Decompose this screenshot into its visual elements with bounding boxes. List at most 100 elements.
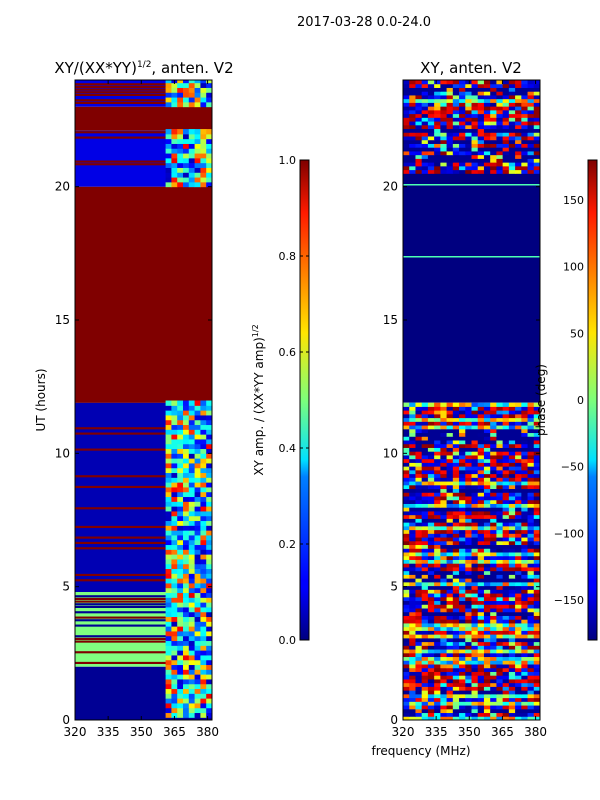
xtick-label: 320: [64, 725, 87, 739]
panel2-noise-cell: [459, 656, 466, 661]
panel1-noise-cell: [182, 87, 190, 93]
panel2-noise-cell: [440, 402, 448, 407]
panel2-noise-cell: [508, 615, 516, 620]
panel2-noise-cell: [403, 563, 410, 568]
panel2-noise-cell: [477, 154, 485, 159]
panel2-noise-cell: [459, 522, 466, 527]
panel1-noise-cell: [200, 587, 207, 594]
panel2-noise-cell: [496, 522, 504, 527]
panel2-noise-cell: [427, 581, 435, 587]
panel2-noise-cell: [440, 454, 448, 460]
panel2-noise-cell: [490, 402, 497, 407]
panel1-noise-cell: [177, 177, 184, 183]
panel2-noise-cell: [409, 458, 416, 463]
panel2-noise-cell: [465, 462, 472, 467]
panel1-noise-cell: [194, 698, 201, 704]
panel2-noise-cell: [533, 410, 540, 415]
panel2-heatmap: [403, 80, 540, 720]
panel2-noise-cell: [533, 481, 540, 486]
panel2-noise-cell: [452, 522, 460, 527]
panel2-noise-cell: [465, 417, 472, 422]
panel2-noise-cell: [421, 162, 429, 167]
panel1-noise-cell: [177, 429, 184, 435]
panel2-noise-cell: [521, 626, 529, 631]
panel2-noise-cell: [483, 121, 491, 126]
panel2-noise-cell: [440, 611, 448, 616]
panel1-noise-cell: [182, 578, 190, 584]
panel2-noise-cell: [440, 540, 448, 546]
panel2-noise-cell: [483, 611, 491, 616]
panel1-noise-cell: [171, 683, 178, 690]
panel2-noise-cell: [403, 80, 410, 85]
panel1-noise-cell: [206, 654, 212, 661]
panel2-noise-cell: [533, 440, 540, 445]
panel2-noise-cell: [403, 671, 410, 676]
panel1-noise-cell: [177, 453, 184, 459]
panel2-noise-cell: [427, 537, 435, 542]
panel2-noise-cell: [459, 570, 466, 575]
panel1-noise-cell: [171, 101, 178, 108]
panel2-noise-cell: [434, 469, 441, 475]
panel2-noise-cell: [527, 570, 535, 575]
panel2-noise-cell: [415, 158, 423, 163]
panel1-noise-cell: [171, 414, 178, 421]
panel2-noise-cell: [471, 537, 479, 542]
panel2-noise-cell: [502, 593, 510, 598]
panel2-noise-cell: [521, 611, 529, 616]
panel2-noise-cell: [533, 686, 540, 691]
panel1-noise-cell: [177, 597, 184, 603]
panel1-noise-cell: [165, 520, 172, 526]
panel2-noise-cell: [440, 436, 448, 441]
panel2-noise-cell: [483, 417, 491, 422]
panel2-noise-cell: [427, 80, 435, 85]
panel2-noise-cell: [483, 150, 491, 156]
panel2-noise-cell: [415, 608, 423, 613]
panel2-noise-cell: [440, 147, 448, 152]
panel1-noise-cell: [194, 683, 201, 690]
panel2-noise-cell: [508, 656, 516, 661]
panel2-noise-cell: [434, 645, 441, 650]
panel2-noise-cell: [446, 421, 454, 426]
panel2-noise-cell: [527, 102, 535, 107]
panel1-noise-cell: [200, 448, 207, 454]
panel2-noise-cell: [502, 496, 510, 501]
panel2-noise-cell: [483, 503, 491, 508]
panel1-noise-cell: [182, 702, 190, 709]
panel2-noise-cell: [508, 106, 516, 111]
panel2-noise-cell: [403, 147, 410, 152]
panel1-noise-cell: [171, 143, 178, 149]
panel1-noise-cell: [165, 554, 172, 560]
panel2-noise-cell: [477, 611, 485, 616]
panel1-noise-cell: [206, 501, 212, 507]
panel2-noise-cell: [496, 645, 504, 650]
panel2-noise-cell: [515, 649, 522, 654]
panel1-noise-cell: [182, 148, 190, 154]
colorbar2-label: phase (deg): [534, 364, 548, 436]
panel2-noise-cell: [409, 113, 416, 118]
panel2-noise-cell: [440, 499, 448, 504]
panel1-noise-cell: [194, 554, 201, 560]
panel2-noise-cell: [508, 473, 516, 478]
panel2-noise-cell: [521, 608, 529, 613]
panel2-noise-cell: [508, 637, 516, 643]
panel2-noise-cell: [415, 83, 423, 88]
panel2-noise-cell: [471, 705, 479, 710]
panel2-noise-cell: [527, 421, 535, 426]
panel2-noise-cell: [515, 87, 522, 92]
panel2-noise-cell: [477, 525, 485, 531]
panel2-noise-cell: [446, 128, 454, 133]
panel2-noise-cell: [533, 503, 540, 508]
panel1-noise-cell: [206, 554, 212, 560]
panel2-noise-cell: [465, 667, 472, 672]
panel1-noise-cell: [165, 640, 172, 646]
panel2-noise-cell: [508, 117, 516, 122]
panel2-noise-cell: [465, 147, 472, 152]
panel2-noise-cell: [409, 708, 416, 714]
panel2-noise-cell: [515, 596, 522, 602]
panel2-noise-cell: [527, 165, 535, 171]
panel2-noise-cell: [533, 548, 540, 553]
panel2-noise-cell: [502, 143, 510, 148]
panel2-noise-cell: [490, 154, 497, 159]
panel2-noise-cell: [490, 566, 497, 572]
panel2-noise-cell: [421, 154, 429, 159]
